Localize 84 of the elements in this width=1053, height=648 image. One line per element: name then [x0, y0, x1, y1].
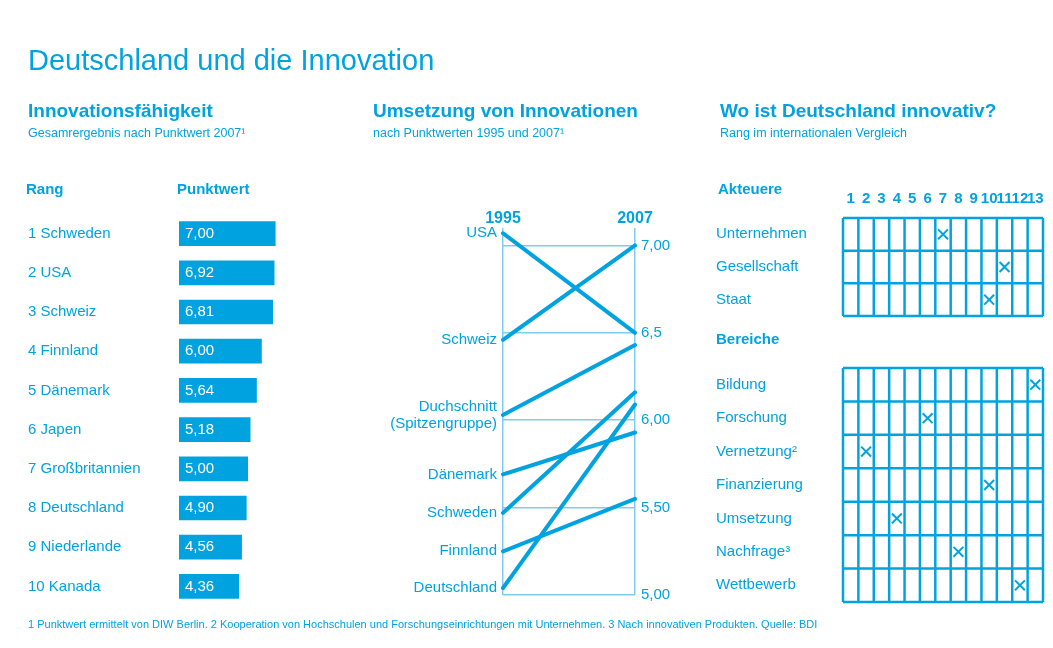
x-tick-label: 3: [877, 189, 886, 207]
bar: [179, 534, 242, 560]
point: [890, 512, 903, 525]
y-axis-title: Akteuere: [718, 180, 783, 197]
data-label: 6,81: [185, 302, 215, 320]
x-tick-label: 11: [996, 189, 1013, 207]
y-tick-label: 7 Großbritannien: [28, 458, 141, 476]
data-label: 5,18: [185, 419, 215, 437]
bar: [179, 456, 248, 482]
y-tick-label: 7,00: [641, 235, 671, 253]
text: Deutschland und die Innovation: [28, 44, 435, 77]
point: [952, 545, 965, 558]
bar: [179, 378, 257, 403]
point: [860, 445, 873, 458]
bar: [179, 221, 276, 246]
x-tick-label: 4: [892, 189, 902, 207]
chart-subtitle: Gesamrergebnis nach Punktwert 2007¹: [28, 126, 246, 140]
point: [1013, 579, 1026, 592]
y-tick-label: Bildung: [716, 374, 767, 392]
y-tick-label: Unternehmen: [716, 224, 807, 242]
x-tick-label: 2007: [617, 208, 653, 226]
x-tick-label: 5: [908, 189, 917, 207]
text: 1 Punktwert ermittelt von DIW Berlin. 2 Kooperation von Hochschulen und Forschungseinrichtungen mit Unternehmen. 3 Nach innovativen Produkten. Quelle: BDI: [28, 618, 818, 630]
y-tick-label: 6 Japen: [28, 419, 82, 437]
x-tick-label: 1: [846, 189, 855, 207]
y-axis-title: Bereiche: [716, 330, 780, 347]
y-tick-label: 6,00: [641, 410, 671, 428]
y-tick-label: 1 Schweden: [28, 223, 111, 241]
bar: [179, 299, 273, 325]
bar: [179, 417, 251, 442]
x-tick-label: 1995: [485, 208, 521, 226]
point: [983, 479, 996, 491]
x-tick-label: 12: [1011, 189, 1029, 207]
series-label: Duchschnitt (Spitzengruppe): [390, 396, 498, 431]
chart-title: Umsetzung von Innovationen: [373, 100, 638, 122]
y-tick-label: 5,00: [641, 585, 671, 603]
chart-subtitle: nach Punktwerten 1995 und 2007¹: [373, 126, 565, 140]
y-tick-label: Finanzierung: [716, 475, 803, 493]
x-tick-label: 8: [954, 189, 963, 207]
y-tick-label: 10 Kanada: [28, 576, 102, 594]
data-label: 6,92: [185, 262, 215, 280]
y-tick-label: 8 Deutschland: [28, 498, 124, 516]
y-tick-label: 5 Dänemark: [28, 380, 111, 398]
data-label: 4,36: [185, 576, 215, 594]
y-tick-label: Forschung: [716, 408, 787, 426]
point: [921, 412, 934, 425]
y-tick-label: 5,50: [641, 497, 671, 515]
series-label: Finnland: [439, 541, 497, 559]
data-label: 4,56: [185, 537, 215, 555]
series-label: Deutschland: [413, 578, 497, 596]
y-axis-title: Rang: [26, 180, 64, 197]
bar: [179, 574, 240, 599]
bar: [179, 338, 262, 364]
chart-title: Wo ist Deutschland innovativ?: [720, 100, 997, 122]
y-tick-label: Umsetzung: [716, 508, 792, 526]
data-label: 4,90: [185, 498, 215, 516]
series-label: Dänemark: [427, 464, 498, 482]
point: [1029, 378, 1042, 391]
x-tick-label: 6: [923, 189, 932, 207]
chart-subtitle: Rang im internationalen Vergleich: [720, 126, 907, 140]
chart-title: Innovationsfähigkeit: [28, 100, 213, 122]
x-tick-label: 9: [969, 189, 978, 207]
series-label: Schweden: [426, 503, 497, 520]
y-tick-label: 9 Niederlande: [28, 537, 122, 555]
data-label: 5,00: [185, 458, 215, 476]
x-tick-label: 7: [938, 189, 948, 207]
y-tick-label: Gesellschaft: [716, 257, 800, 275]
y-tick-label: Vernetzung²: [716, 441, 797, 459]
x-axis-title: Punktwert: [177, 180, 250, 197]
y-tick-label: 2 USA: [28, 262, 72, 280]
y-tick-label: 3 Schweiz: [28, 302, 97, 320]
y-tick-label: Nachfrage³: [716, 542, 791, 559]
y-tick-label: 6,5: [641, 323, 662, 340]
x-tick-label: 2: [861, 189, 871, 207]
data-label: 7,00: [185, 223, 215, 241]
y-tick-label: Wettbewerb: [716, 575, 796, 593]
bar: [179, 260, 275, 286]
y-tick-label: 4 Finnland: [28, 341, 99, 359]
data-label: 5,64: [185, 380, 215, 398]
data-label: 6,00: [185, 341, 215, 359]
x-tick-label: 10: [980, 189, 998, 207]
y-tick-label: Staat: [716, 289, 752, 307]
series-label: USA: [466, 223, 497, 241]
series-label: Schweiz: [441, 329, 497, 347]
